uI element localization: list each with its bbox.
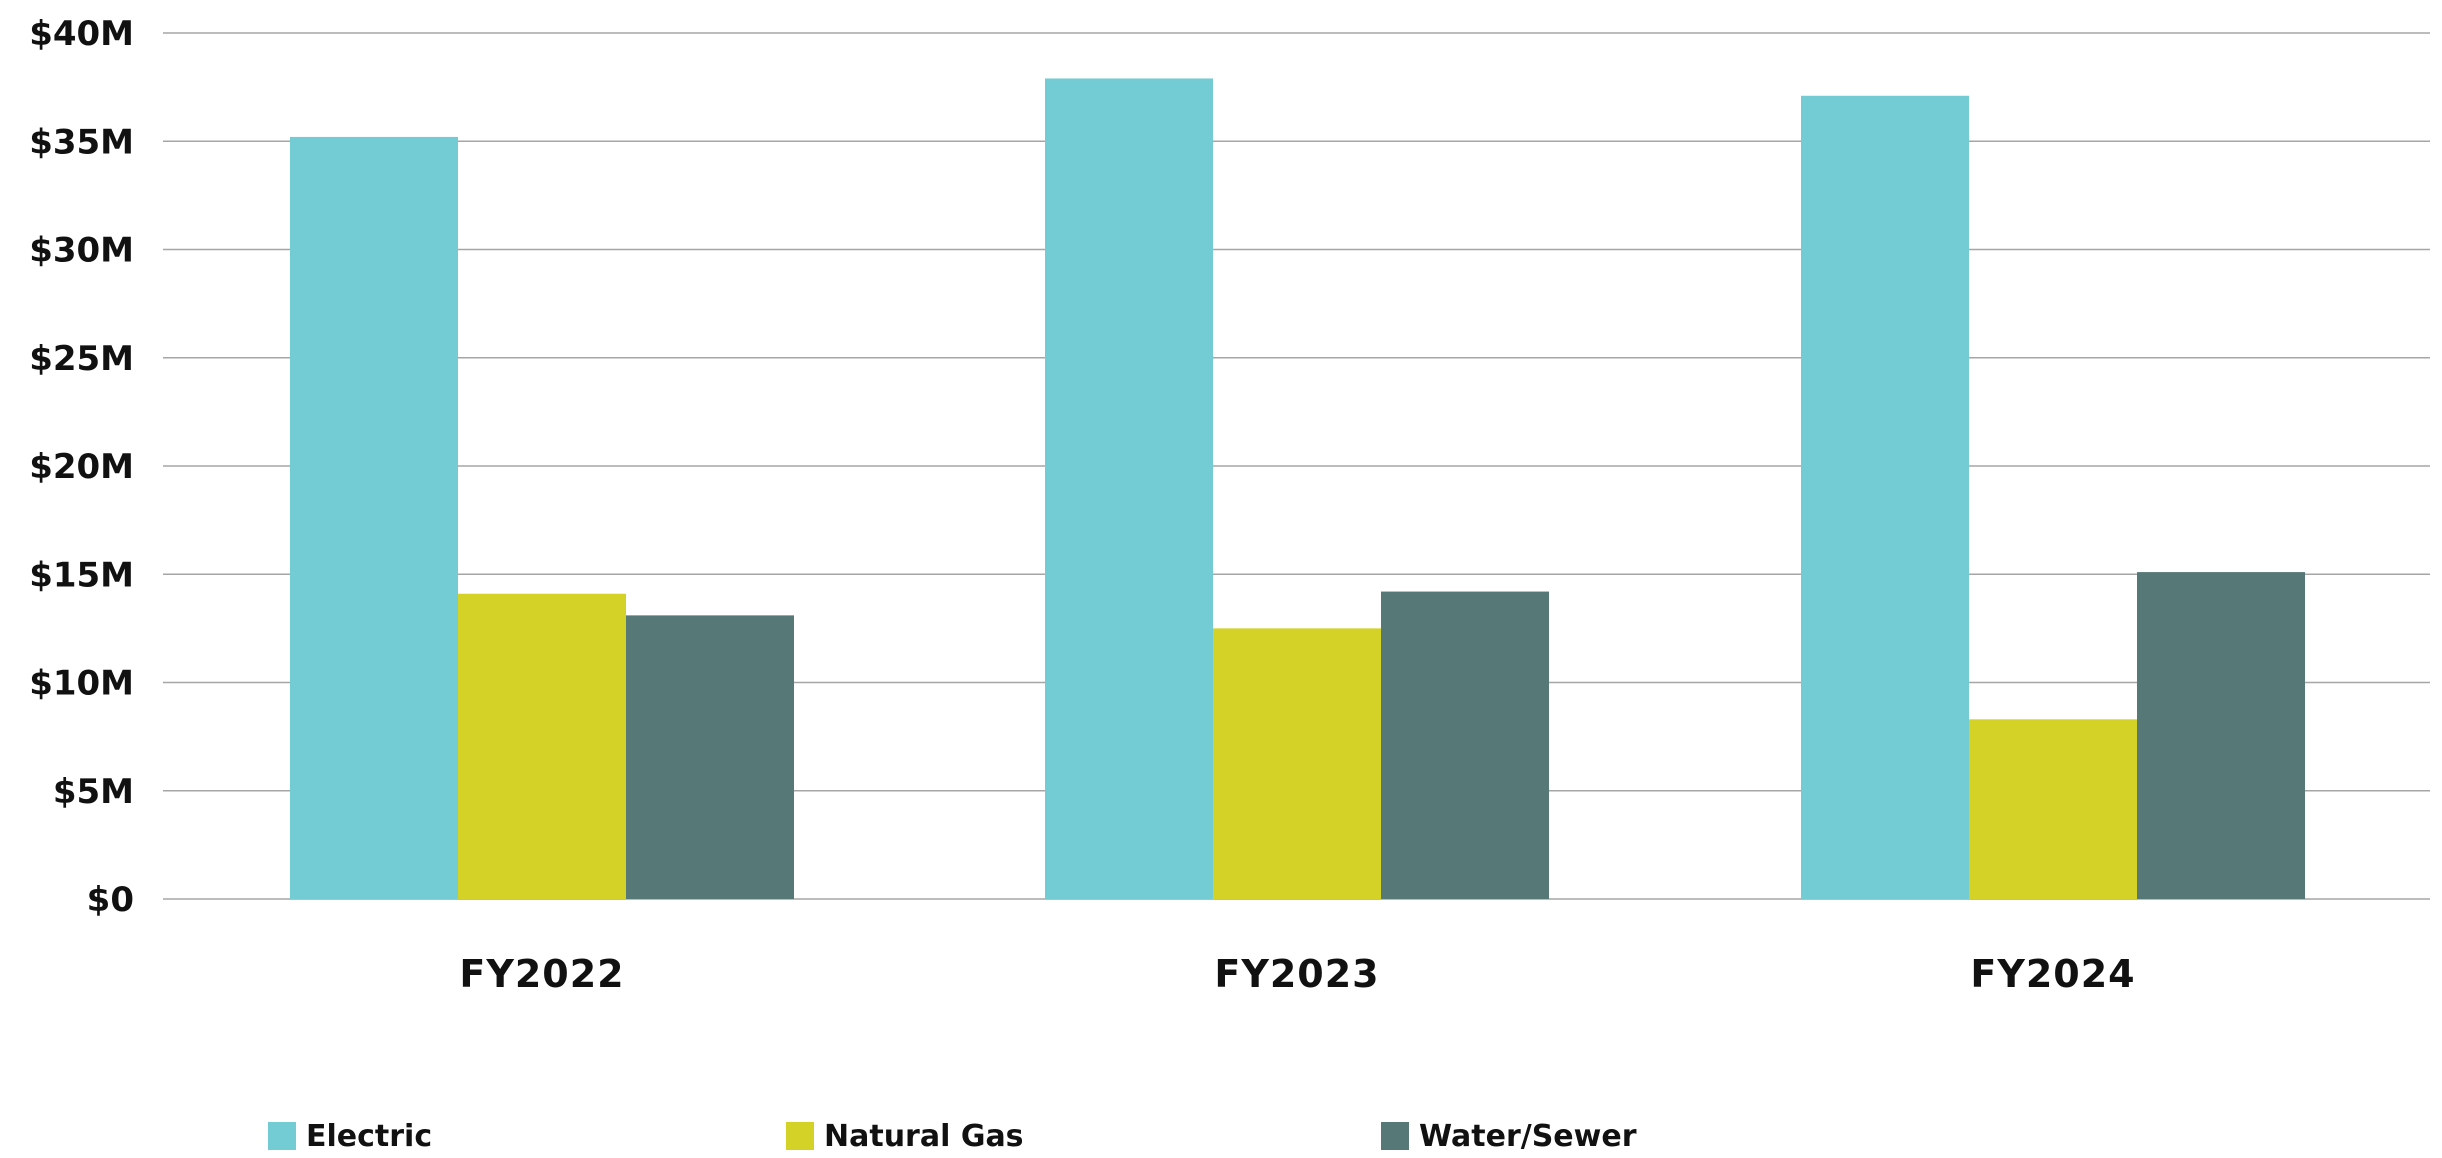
legend-item-electric: Electric [268, 1116, 432, 1156]
legend-item-water-sewer: Water/Sewer [1381, 1116, 1637, 1156]
bar-water-sewer-fy2022 [626, 615, 794, 899]
x-tick-label: FY2024 [1970, 952, 2135, 996]
y-tick-label: $30M [29, 231, 134, 271]
y-tick-label: $20M [29, 447, 134, 487]
bars [290, 78, 2305, 900]
bar-electric-fy2024 [1801, 95, 1969, 899]
y-tick-label: $15M [29, 555, 134, 595]
y-tick-label: $35M [29, 122, 134, 162]
bar-water-sewer-fy2023 [1381, 591, 1549, 899]
y-tick-label: $10M [29, 664, 134, 704]
bar-natural-gas-fy2024 [1969, 719, 2137, 899]
y-tick-label: $0 [87, 880, 134, 920]
bar-natural-gas-fy2022 [458, 593, 626, 899]
legend-label-natural-gas: Natural Gas [824, 1118, 1024, 1154]
legend-swatch-natural-gas [786, 1122, 814, 1150]
x-tick-label: FY2023 [1214, 952, 1379, 996]
y-tick-label: $40M [29, 14, 134, 54]
bar-electric-fy2022 [290, 136, 458, 900]
y-tick-label: $25M [29, 339, 134, 379]
legend-label-water-sewer: Water/Sewer [1419, 1118, 1637, 1154]
x-axis-tick-labels: FY2022 FY2023 FY2024 [459, 952, 2135, 996]
bar-electric-fy2023 [1045, 78, 1213, 900]
legend-swatch-electric [268, 1122, 296, 1150]
x-tick-label: FY2022 [459, 952, 624, 996]
bar-water-sewer-fy2024 [2137, 572, 2305, 899]
y-tick-label: $5M [53, 772, 134, 812]
bar-natural-gas-fy2023 [1213, 628, 1381, 899]
y-axis-tick-labels: $0 $5M $10M $15M $20M $25M $30M $35M $40M [29, 14, 134, 920]
legend-item-natural-gas: Natural Gas [786, 1116, 1024, 1156]
legend-swatch-water-sewer [1381, 1122, 1409, 1150]
legend-label-electric: Electric [306, 1118, 433, 1154]
legend: Electric Natural Gas Water/Sewer [268, 1116, 2168, 1156]
